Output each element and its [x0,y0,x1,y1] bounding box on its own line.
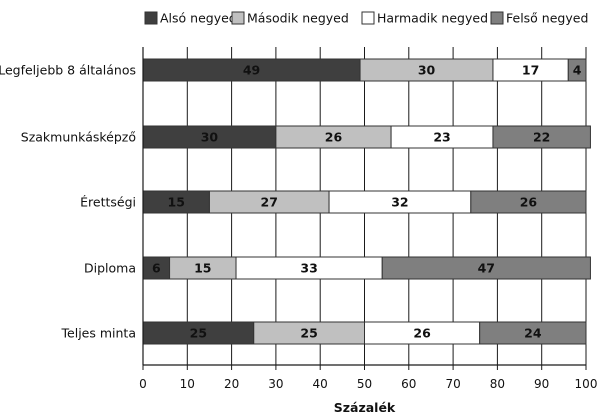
data-label-3-1: 15 [168,195,185,210]
x-tick-label-20: 20 [224,377,239,391]
data-label-4-1: 6 [152,261,161,276]
data-label-2-2: 26 [325,130,343,145]
data-label-4-2: 15 [194,261,211,276]
legend-swatch-3 [361,11,375,25]
x-tick-label-80: 80 [490,377,505,391]
category-labels: Legfeljebb 8 általános Szakmunkásképző Ére… [0,63,136,341]
category-label-4: Diploma [84,261,136,276]
data-label-1-1: 49 [243,63,260,78]
legend-label-3: Harmadik negyed [377,11,488,26]
data-label-3-4: 26 [520,195,538,210]
data-label-3-3: 32 [391,195,408,210]
bars: 49 30 17 4 30 26 23 22 15 27 32 26 6 15 33 47 25 25 26 24 [142,58,591,345]
data-label-5-3: 26 [413,326,431,341]
bar-segment-4-4 [381,256,591,280]
category-label-3: Érettségi [80,195,136,210]
legend: Alsó negyed Második negyed Harmadik negyed… [144,11,588,26]
data-label-5-2: 25 [300,326,317,341]
data-label-2-1: 30 [201,130,219,145]
category-label-1: Legfeljebb 8 általános [0,63,136,78]
data-label-5-4: 24 [524,326,542,341]
bar-segment-2-4 [492,125,591,149]
x-tick-label-10: 10 [180,377,195,391]
data-label-1-3: 17 [522,63,539,78]
legend-label-2: Második negyed [247,11,349,26]
legend-swatch-2 [231,11,245,25]
legend-swatch-1 [144,11,158,25]
data-label-2-4: 22 [533,130,550,145]
data-label-2-3: 23 [433,130,450,145]
bar-segment-1-4 [567,58,587,82]
x-tick-label-30: 30 [268,377,283,391]
x-tick-label-90: 90 [534,377,549,391]
x-axis: 0 10 20 30 40 50 60 70 80 90 100 [139,47,597,391]
legend-label-4: Felső negyed [506,11,588,26]
data-label-1-2: 30 [418,63,436,78]
category-label-5: Teljes minta [61,326,136,341]
bar-segment-3-4 [470,190,587,214]
legend-label-1: Alsó negyed [160,11,237,26]
x-tick-label-0: 0 [139,377,147,391]
x-tick-label-50: 50 [357,377,372,391]
data-label-1-4: 4 [573,63,582,78]
x-axis-title: Százalék [334,400,396,415]
data-label-5-1: 25 [190,326,207,341]
data-label-4-4: 47 [478,261,495,276]
x-tick-label-60: 60 [401,377,416,391]
x-tick-label-70: 70 [445,377,460,391]
category-label-2: Szakmunkásképző [21,130,136,145]
data-label-3-2: 27 [261,195,278,210]
x-tick-label-100: 100 [575,377,597,391]
x-tick-label-40: 40 [313,377,328,391]
data-label-4-3: 33 [300,261,317,276]
bar-segment-5-4 [479,321,587,345]
legend-swatch-4 [490,11,504,25]
